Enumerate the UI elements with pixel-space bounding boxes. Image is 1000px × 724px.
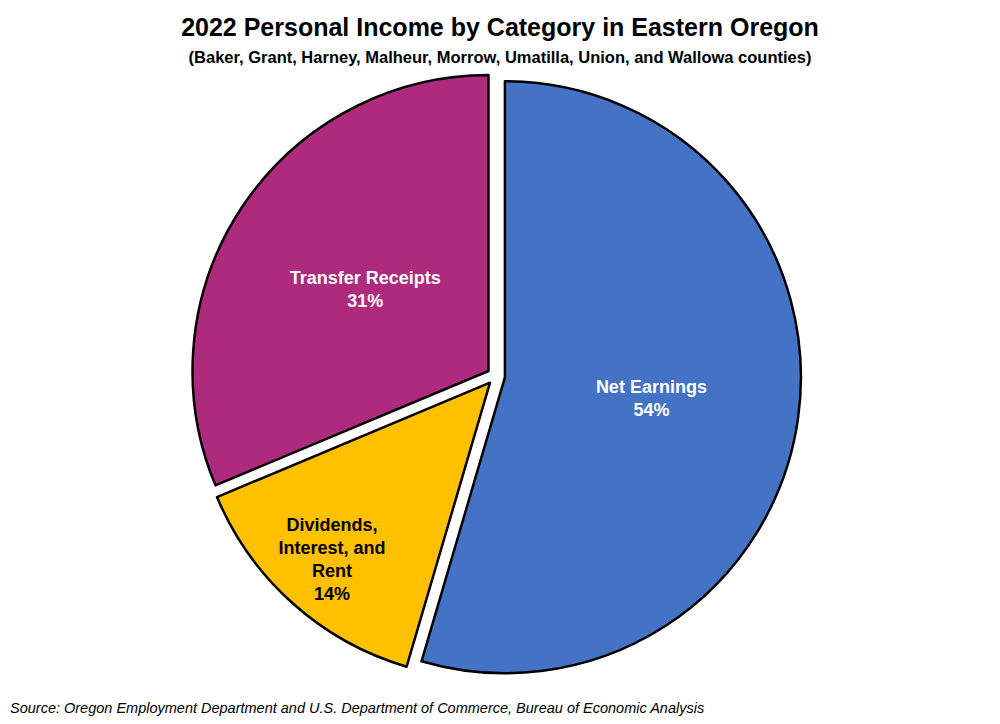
value-label: 54% (633, 400, 669, 420)
value-label: 14% (314, 584, 350, 604)
slice (193, 75, 489, 485)
background (0, 0, 1000, 724)
slices (193, 75, 801, 673)
data-labels: Net Earnings 54% Dividends,Interest, andRe… (279, 268, 707, 604)
chart: 2022 Personal Income by Category in East… (0, 0, 1000, 724)
value-label: 31% (347, 291, 383, 311)
category-label: Transfer Receipts (290, 268, 441, 288)
category-label: Net Earnings (596, 377, 707, 397)
subtitle: (Baker, Grant, Harney, Malheur, Morrow, … (189, 48, 812, 66)
category-label: Dividends,Interest, andRent (279, 515, 386, 581)
source: Source: Oregon Employment Department and… (10, 700, 704, 716)
title: 2022 Personal Income by Category in East… (181, 13, 819, 41)
